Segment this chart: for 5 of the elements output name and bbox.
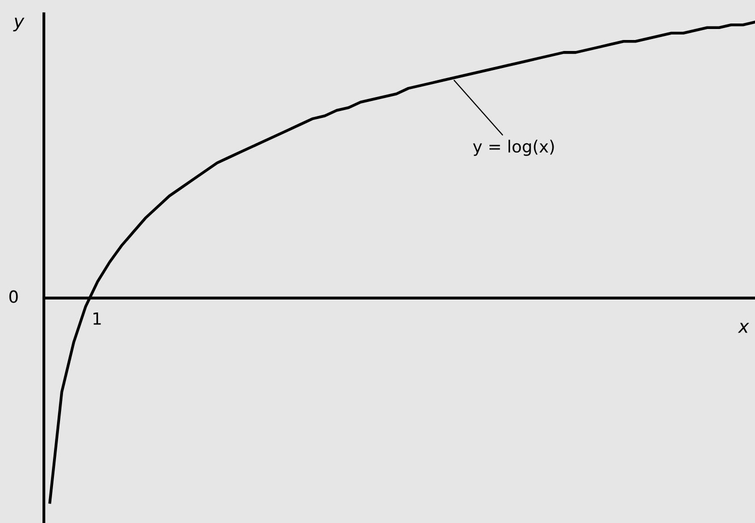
text: 0 <box>9 290 18 303</box>
annotation: 1 <box>94 312 101 325</box>
x-axis-title: x <box>738 322 750 333</box>
annotation: y = log(x) <box>473 140 554 156</box>
y-axis-title: y <box>13 18 24 32</box>
